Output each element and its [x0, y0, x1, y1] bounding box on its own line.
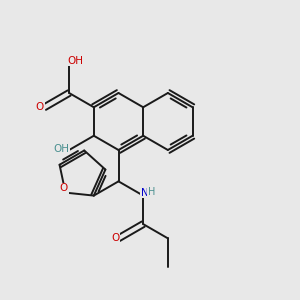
Text: N: N [141, 188, 148, 198]
Text: O: O [36, 102, 44, 112]
Text: O: O [60, 183, 68, 193]
Text: O: O [111, 233, 120, 243]
Text: OH: OH [54, 143, 70, 154]
Text: OH: OH [67, 56, 83, 66]
Text: H: H [148, 187, 155, 197]
